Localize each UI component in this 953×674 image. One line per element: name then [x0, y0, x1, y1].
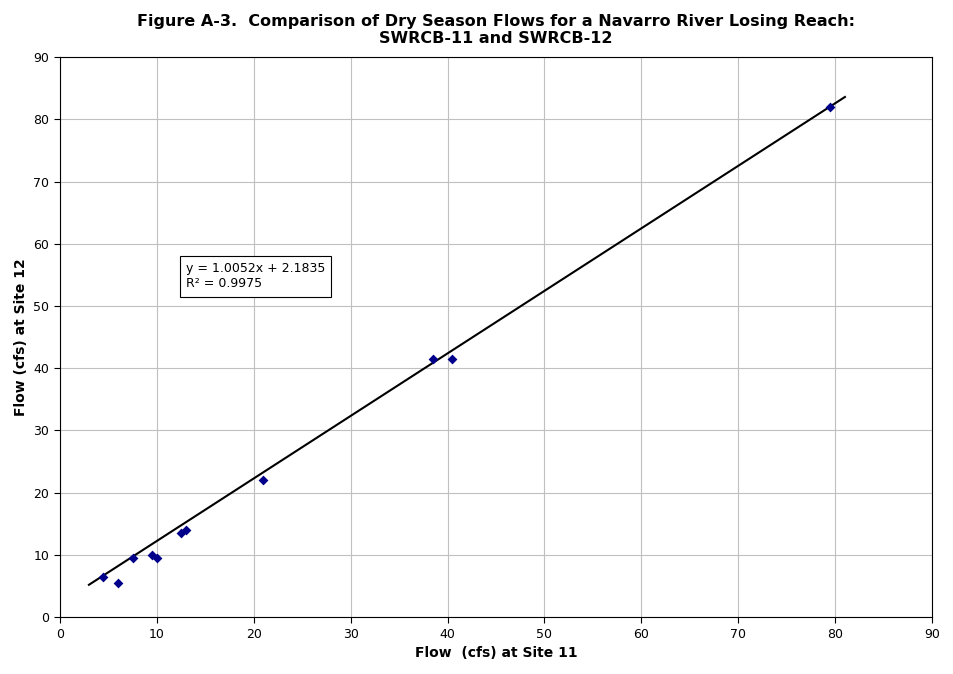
Point	[125, 553, 140, 563]
Point	[425, 354, 440, 365]
Point	[255, 475, 271, 486]
Point	[111, 578, 126, 588]
Point	[173, 528, 189, 539]
Point	[821, 102, 837, 113]
Title: Figure A-3.  Comparison of Dry Season Flows for a Navarro River Losing Reach:
SW: Figure A-3. Comparison of Dry Season Flo…	[137, 14, 854, 47]
Point	[149, 553, 164, 563]
Point	[95, 572, 111, 582]
Point	[144, 549, 159, 560]
Point	[444, 354, 459, 365]
X-axis label: Flow  (cfs) at Site 11: Flow (cfs) at Site 11	[415, 646, 577, 660]
Point	[178, 524, 193, 535]
Y-axis label: Flow (cfs) at Site 12: Flow (cfs) at Site 12	[14, 258, 28, 416]
Text: y = 1.0052x + 2.1835
R² = 0.9975: y = 1.0052x + 2.1835 R² = 0.9975	[186, 262, 325, 290]
